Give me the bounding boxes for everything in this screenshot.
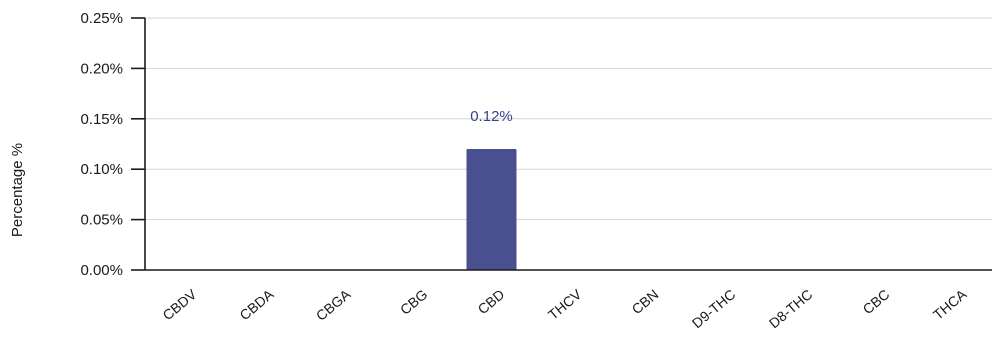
y-tick-label: 0.10%: [80, 161, 123, 178]
x-tick-label: D8-THC: [766, 286, 816, 331]
x-tick-label: CBG: [397, 286, 431, 318]
x-tick-label: CBD: [474, 286, 507, 317]
x-tick-label: THCV: [545, 286, 585, 323]
y-axis-label: Percentage %: [9, 143, 26, 237]
x-tick-label: CBDA: [236, 286, 277, 324]
labels: 0.00% 0.05% 0.10% 0.15% 0.20% 0.25% CBDV CBDA CB…: [80, 10, 969, 331]
axes: [131, 17, 992, 271]
y-tick-label: 0.20%: [80, 60, 123, 77]
x-tick-label: CBC: [859, 286, 892, 317]
y-tick-label: 0.15%: [80, 111, 123, 128]
x-tick-label: D9-THC: [689, 286, 739, 331]
data-label: 0.12%: [470, 108, 513, 125]
x-tick-label: CBGA: [313, 286, 354, 324]
bars: [466, 149, 517, 270]
y-tick-label: 0.00%: [80, 262, 123, 279]
x-tick-label: CBDV: [159, 286, 200, 324]
x-tick-label: THCA: [930, 286, 970, 323]
y-tick-label: 0.25%: [80, 10, 123, 27]
bar-cbd: [466, 149, 517, 270]
gridlines: [145, 17, 992, 221]
x-tick-label: CBN: [628, 286, 661, 317]
y-tick-label: 0.05%: [80, 212, 123, 229]
